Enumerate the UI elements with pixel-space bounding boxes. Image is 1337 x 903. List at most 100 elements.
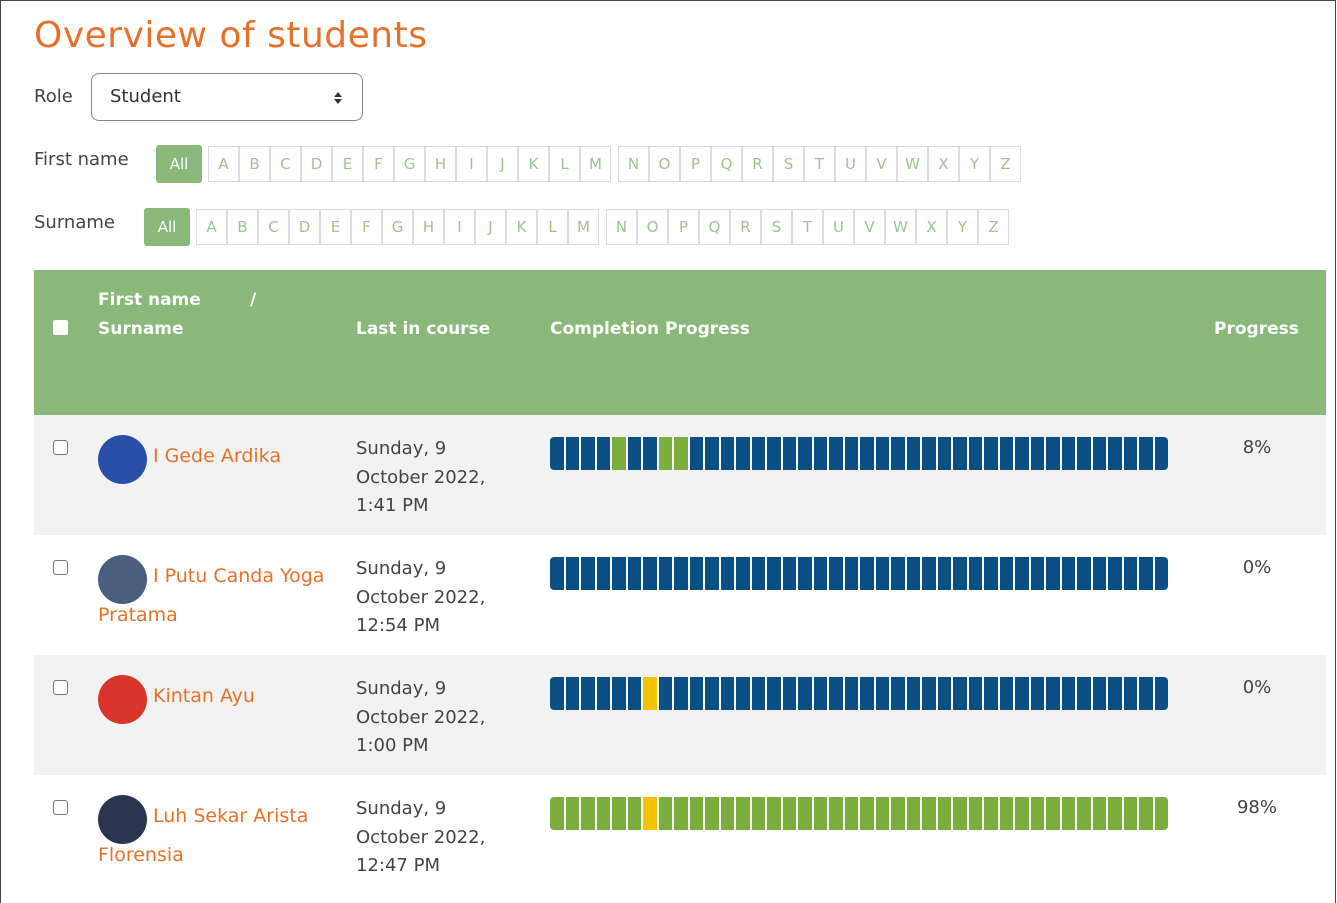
- progress-segment[interactable]: [1093, 797, 1107, 830]
- progress-segment[interactable]: [814, 557, 828, 590]
- first-name-letter-button[interactable]: X: [928, 146, 959, 182]
- first-name-letter-button[interactable]: I: [456, 146, 487, 182]
- progress-segment[interactable]: [860, 797, 874, 830]
- progress-segment[interactable]: [628, 677, 642, 710]
- progress-segment[interactable]: [1015, 797, 1029, 830]
- progress-segment[interactable]: [922, 677, 936, 710]
- first-name-letter-button[interactable]: P: [680, 146, 711, 182]
- progress-segment[interactable]: [845, 437, 859, 470]
- progress-segment[interactable]: [1124, 797, 1138, 830]
- progress-segment[interactable]: [891, 797, 905, 830]
- surname-letter-button[interactable]: G: [382, 209, 413, 245]
- progress-segment[interactable]: [690, 557, 704, 590]
- surname-letter-button[interactable]: B: [227, 209, 258, 245]
- progress-segment[interactable]: [752, 677, 766, 710]
- progress-segment[interactable]: [612, 557, 626, 590]
- progress-segment[interactable]: [1077, 677, 1091, 710]
- progress-segment[interactable]: [1108, 797, 1122, 830]
- progress-segment[interactable]: [814, 677, 828, 710]
- progress-segment[interactable]: [845, 677, 859, 710]
- surname-letter-button[interactable]: F: [351, 209, 382, 245]
- surname-letter-button[interactable]: V: [854, 209, 885, 245]
- progress-segment[interactable]: [1046, 797, 1060, 830]
- progress-segment[interactable]: [581, 437, 595, 470]
- progress-segment[interactable]: [705, 677, 719, 710]
- progress-segment[interactable]: [1046, 677, 1060, 710]
- progress-segment[interactable]: [829, 797, 843, 830]
- progress-segment[interactable]: [783, 437, 797, 470]
- header-last-in-course[interactable]: Last in course: [356, 319, 490, 339]
- progress-segment[interactable]: [969, 557, 983, 590]
- progress-segment[interactable]: [891, 437, 905, 470]
- progress-segment[interactable]: [907, 557, 921, 590]
- progress-segment[interactable]: [1062, 437, 1076, 470]
- progress-segment[interactable]: [969, 797, 983, 830]
- progress-segment[interactable]: [659, 677, 673, 710]
- surname-all-button[interactable]: All: [144, 208, 190, 246]
- first-name-letter-button[interactable]: Y: [959, 146, 990, 182]
- progress-segment[interactable]: [1031, 437, 1045, 470]
- progress-segment[interactable]: [1077, 437, 1091, 470]
- progress-segment[interactable]: [876, 557, 890, 590]
- progress-segment[interactable]: [814, 437, 828, 470]
- surname-letter-button[interactable]: Y: [947, 209, 978, 245]
- surname-letter-button[interactable]: Z: [978, 209, 1009, 245]
- progress-segment[interactable]: [1108, 437, 1122, 470]
- progress-segment[interactable]: [581, 557, 595, 590]
- progress-segment[interactable]: [597, 437, 611, 470]
- progress-segment[interactable]: [1015, 677, 1029, 710]
- progress-segment[interactable]: [1062, 557, 1076, 590]
- progress-segment[interactable]: [566, 437, 580, 470]
- progress-segment[interactable]: [1000, 437, 1014, 470]
- progress-segment[interactable]: [984, 797, 998, 830]
- row-checkbox[interactable]: [53, 440, 68, 455]
- student-name[interactable]: I Putu Canda Yoga Pratama: [98, 557, 328, 635]
- first-name-letter-button[interactable]: L: [549, 146, 580, 182]
- progress-segment[interactable]: [1093, 677, 1107, 710]
- progress-segment[interactable]: [938, 437, 952, 470]
- progress-segment[interactable]: [550, 797, 564, 830]
- progress-segment[interactable]: [550, 677, 564, 710]
- row-checkbox[interactable]: [53, 800, 68, 815]
- progress-segment[interactable]: [1000, 557, 1014, 590]
- progress-segment[interactable]: [659, 437, 673, 470]
- progress-segment[interactable]: [736, 797, 750, 830]
- progress-segment[interactable]: [752, 437, 766, 470]
- progress-segment[interactable]: [566, 557, 580, 590]
- progress-segment[interactable]: [798, 677, 812, 710]
- progress-segment[interactable]: [953, 677, 967, 710]
- progress-segment[interactable]: [1108, 677, 1122, 710]
- progress-segment[interactable]: [581, 677, 595, 710]
- progress-segment[interactable]: [643, 557, 657, 590]
- progress-segment[interactable]: [798, 797, 812, 830]
- surname-letter-button[interactable]: D: [289, 209, 320, 245]
- first-name-letter-button[interactable]: O: [649, 146, 680, 182]
- progress-segment[interactable]: [922, 797, 936, 830]
- progress-segment[interactable]: [705, 557, 719, 590]
- progress-segment[interactable]: [907, 677, 921, 710]
- progress-segment[interactable]: [674, 437, 688, 470]
- surname-letter-button[interactable]: S: [761, 209, 792, 245]
- progress-segment[interactable]: [550, 557, 564, 590]
- first-name-letter-button[interactable]: D: [301, 146, 332, 182]
- progress-segment[interactable]: [1124, 437, 1138, 470]
- first-name-letter-button[interactable]: Z: [990, 146, 1021, 182]
- progress-segment[interactable]: [674, 797, 688, 830]
- progress-segment[interactable]: [1155, 437, 1169, 470]
- progress-segment[interactable]: [1062, 677, 1076, 710]
- surname-letter-button[interactable]: W: [885, 209, 916, 245]
- progress-segment[interactable]: [597, 557, 611, 590]
- surname-letter-button[interactable]: P: [668, 209, 699, 245]
- progress-segment[interactable]: [1046, 437, 1060, 470]
- progress-segment[interactable]: [690, 437, 704, 470]
- progress-segment[interactable]: [938, 677, 952, 710]
- surname-letter-button[interactable]: X: [916, 209, 947, 245]
- progress-segment[interactable]: [566, 797, 580, 830]
- progress-segment[interactable]: [643, 797, 657, 830]
- progress-segment[interactable]: [1124, 677, 1138, 710]
- progress-segment[interactable]: [829, 437, 843, 470]
- progress-segment[interactable]: [721, 677, 735, 710]
- progress-segment[interactable]: [1015, 557, 1029, 590]
- progress-segment[interactable]: [1139, 557, 1153, 590]
- row-checkbox[interactable]: [53, 560, 68, 575]
